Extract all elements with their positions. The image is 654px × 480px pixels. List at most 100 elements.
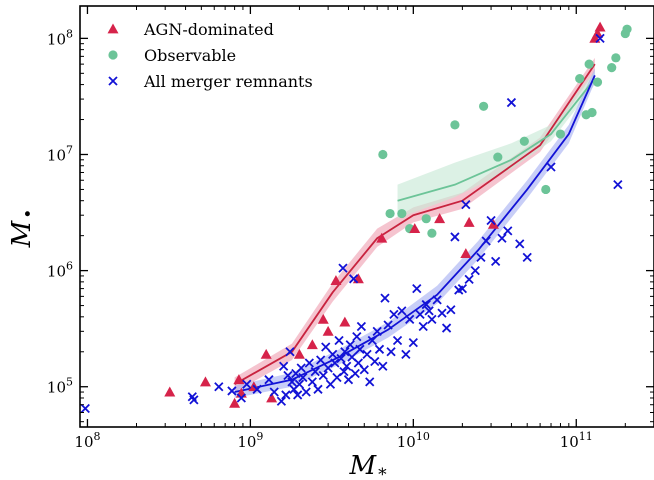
series-agn-dominated bbox=[164, 21, 606, 408]
point-observable-12 bbox=[575, 74, 585, 84]
point-observable-15 bbox=[587, 107, 597, 118]
legend-marker-all-merger-remnants bbox=[108, 76, 118, 86]
point-observable-11 bbox=[555, 129, 566, 139]
point-all-merger-remnants-86 bbox=[490, 256, 501, 267]
trend-line-agn-dominated bbox=[234, 63, 596, 386]
point-all-merger-remnants-93 bbox=[595, 33, 605, 44]
point-all-merger-remnants-11 bbox=[279, 361, 289, 371]
point-all-merger-remnants-54 bbox=[370, 356, 380, 367]
x-axis-label-sub: * bbox=[378, 465, 387, 480]
point-all-merger-remnants-55 bbox=[372, 326, 382, 336]
point-all-merger-remnants-25 bbox=[310, 366, 320, 377]
point-all-merger-remnants-77 bbox=[450, 232, 460, 242]
point-all-merger-remnants-63 bbox=[397, 306, 407, 316]
point-all-merger-remnants-58 bbox=[380, 293, 390, 303]
x-axis-label-main: M bbox=[348, 451, 377, 480]
point-all-merger-remnants-67 bbox=[412, 283, 422, 294]
y-tick-label-exp-0: 5 bbox=[66, 376, 73, 389]
y-axis-label: M• bbox=[7, 209, 39, 249]
point-all-merger-remnants-56 bbox=[374, 344, 385, 354]
point-all-merger-remnants-90 bbox=[515, 239, 525, 249]
y-axis-label-sub: • bbox=[19, 209, 39, 219]
point-all-merger-remnants-61 bbox=[389, 309, 399, 319]
point-all-merger-remnants-65 bbox=[405, 314, 415, 325]
point-all-merger-remnants-39 bbox=[340, 347, 350, 357]
point-agn-dominated-16 bbox=[409, 223, 421, 234]
point-all-merger-remnants-2 bbox=[189, 395, 199, 405]
point-all-merger-remnants-4 bbox=[227, 386, 237, 396]
point-all-merger-remnants-68 bbox=[415, 309, 425, 319]
trend-line-observable bbox=[397, 78, 596, 202]
legend: AGN-dominated Observable All merger remnan… bbox=[107, 20, 313, 91]
x-tick-label-0: 108 bbox=[74, 430, 100, 451]
y-tick-label-exp-1: 6 bbox=[66, 260, 73, 273]
point-all-merger-remnants-87 bbox=[497, 233, 507, 243]
axis-ticks bbox=[80, 6, 654, 427]
legend-marker-agn-dominated bbox=[107, 23, 119, 34]
point-observable-0 bbox=[378, 149, 388, 160]
point-all-merger-remnants-15 bbox=[287, 377, 297, 387]
point-observable-4 bbox=[421, 214, 431, 224]
point-all-merger-remnants-0 bbox=[80, 403, 90, 414]
point-all-merger-remnants-9 bbox=[269, 387, 279, 397]
point-agn-dominated-13 bbox=[339, 316, 351, 327]
point-all-merger-remnants-48 bbox=[355, 344, 365, 354]
point-all-merger-remnants-36 bbox=[336, 353, 346, 364]
point-all-merger-remnants-37 bbox=[338, 263, 348, 273]
x-tick-label-exp-2: 10 bbox=[416, 430, 430, 443]
point-all-merger-remnants-26 bbox=[313, 384, 323, 394]
point-all-merger-remnants-18 bbox=[293, 390, 303, 400]
point-agn-dominated-17 bbox=[434, 213, 446, 224]
legend-marker-observable bbox=[108, 50, 118, 60]
y-tick-label-base-0: 10 bbox=[47, 379, 66, 397]
point-all-merger-remnants-91 bbox=[522, 252, 532, 263]
point-agn-dominated-23 bbox=[594, 21, 606, 32]
point-agn-dominated-2 bbox=[229, 397, 241, 408]
point-all-merger-remnants-35 bbox=[334, 335, 344, 346]
point-agn-dominated-7 bbox=[266, 392, 278, 403]
point-all-merger-remnants-38 bbox=[339, 366, 349, 377]
legend-label-observable: Observable bbox=[144, 46, 236, 65]
point-all-merger-remnants-19 bbox=[294, 379, 305, 389]
point-all-merger-remnants-62 bbox=[392, 335, 403, 346]
point-observable-5 bbox=[427, 228, 437, 238]
point-all-merger-remnants-70 bbox=[421, 299, 431, 310]
point-all-merger-remnants-40 bbox=[342, 361, 352, 371]
point-agn-dominated-3 bbox=[233, 374, 245, 385]
point-all-merger-remnants-83 bbox=[476, 252, 486, 263]
point-all-merger-remnants-51 bbox=[362, 349, 372, 359]
y-axis-label-main: M bbox=[7, 219, 37, 248]
series-observable bbox=[378, 24, 632, 238]
confidence-bands bbox=[234, 57, 595, 398]
point-agn-dominated-12 bbox=[330, 275, 342, 286]
point-agn-dominated-6 bbox=[260, 348, 272, 359]
point-all-merger-remnants-73 bbox=[432, 295, 442, 305]
point-all-merger-remnants-14 bbox=[285, 347, 295, 357]
point-all-merger-remnants-12 bbox=[281, 390, 291, 400]
point-all-merger-remnants-84 bbox=[481, 236, 491, 246]
point-all-merger-remnants-6 bbox=[242, 379, 252, 389]
y-tick-label-1: 106 bbox=[47, 260, 73, 281]
point-agn-dominated-22 bbox=[591, 28, 603, 38]
point-observable-6 bbox=[450, 120, 460, 130]
point-all-merger-remnants-85 bbox=[486, 215, 496, 226]
point-all-merger-remnants-5 bbox=[236, 393, 246, 403]
point-all-merger-remnants-45 bbox=[350, 368, 360, 379]
point-all-merger-remnants-92 bbox=[546, 162, 556, 172]
point-all-merger-remnants-66 bbox=[408, 337, 418, 348]
data-points bbox=[80, 21, 632, 414]
y-tick-label-2: 107 bbox=[47, 143, 73, 164]
plot-frame bbox=[79, 5, 654, 428]
x-axis-label: M * bbox=[348, 451, 387, 480]
point-agn-dominated-19 bbox=[463, 216, 475, 227]
point-all-merger-remnants-64 bbox=[401, 349, 411, 359]
point-all-merger-remnants-20 bbox=[296, 363, 306, 373]
point-all-merger-remnants-27 bbox=[316, 355, 326, 365]
x-tick-label-exp-1: 9 bbox=[256, 430, 263, 443]
trend-line-all-merger-remnants bbox=[234, 75, 596, 393]
point-all-merger-remnants-72 bbox=[427, 314, 437, 325]
x-tick-label-2: 1010 bbox=[397, 430, 430, 451]
y-tick-label-exp-3: 8 bbox=[66, 27, 73, 40]
